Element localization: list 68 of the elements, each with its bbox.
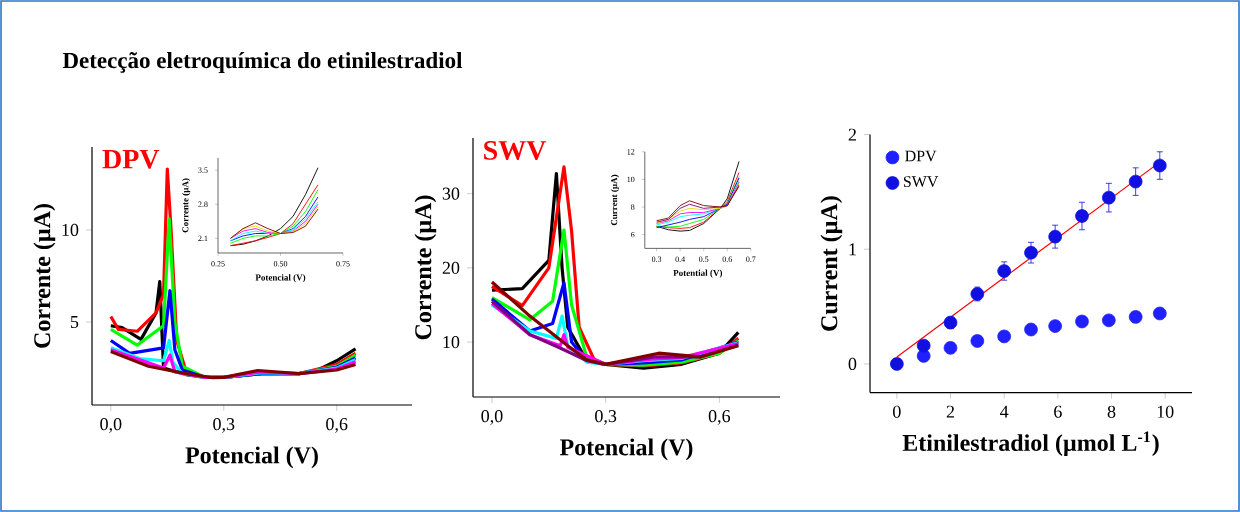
y-tick-label: 10 (627, 176, 635, 183)
y-tick-label: 30 (442, 187, 460, 200)
y-tick-label: 2 (848, 128, 856, 141)
x-tick-label: 2 (946, 405, 955, 418)
y-tick-label: 2.8 (198, 201, 208, 207)
y-axis-title: Current (µA) (610, 174, 620, 226)
y-tick-label: 1 (849, 243, 856, 256)
y-tick-label: 12 (627, 149, 635, 155)
x-tick-label: 0,0 (481, 410, 503, 425)
x-tick-label: 0.7 (746, 256, 756, 262)
point (1075, 209, 1089, 223)
point (1024, 245, 1038, 260)
y-axis-title: Corrente (µA) (414, 195, 437, 340)
y-axis-title: Corrente (µA) (182, 178, 191, 233)
y-tick-label: 20 (442, 261, 460, 274)
y-tick-label: 0 (848, 357, 857, 371)
x-axis-title: Etinilestradiol (µmol L$^{-1}$) (902, 431, 1159, 456)
x-tick-label: 0,0 (100, 418, 122, 433)
x-tick-label: 6 (1054, 405, 1062, 418)
x-tick-label: 0.75 (336, 261, 350, 267)
annotation: DPV (102, 149, 160, 169)
x-tick-label: 0,3 (595, 410, 617, 425)
x-tick-label: 0 (893, 405, 901, 418)
x-axis-title: Potencial (V) (559, 438, 693, 461)
x-tick-label: 10 (1157, 405, 1174, 418)
point (1128, 174, 1143, 189)
point (1153, 306, 1167, 321)
x-tick-label: 0.5 (699, 256, 709, 262)
point (1024, 322, 1038, 337)
point (1128, 310, 1143, 324)
x-tick-label: 0.4 (675, 256, 686, 262)
legend-label: DPV (905, 150, 937, 162)
x-axis-title: Potential (V) (673, 269, 723, 278)
y-tick-label: 2.1 (198, 235, 208, 242)
x-tick-label: 0,3 (213, 418, 235, 433)
point (1102, 190, 1116, 205)
point (916, 338, 931, 353)
y-tick-label: 8 (631, 204, 635, 210)
point (1048, 229, 1062, 244)
point (943, 341, 958, 355)
x-tick-label: 0,6 (708, 410, 731, 425)
x-tick-label: 0.6 (722, 256, 733, 262)
y-tick-label: 10 (443, 335, 460, 349)
point (970, 287, 985, 301)
y-tick-label: 3.5 (198, 167, 208, 173)
point (943, 315, 958, 330)
point (890, 357, 904, 371)
legend-label: SWV (903, 176, 939, 188)
x-tick-label: 0.3 (651, 256, 662, 262)
x-axis-title: Potencial (V) (255, 274, 306, 283)
y-tick-label: 5 (70, 316, 79, 329)
annotation: SWV (484, 140, 547, 160)
x-tick-label: 0.50 (273, 261, 288, 267)
x-tick-label: 0,6 (326, 418, 348, 433)
x-tick-label: 0.25 (211, 261, 225, 267)
point (997, 329, 1011, 344)
point (1048, 319, 1062, 333)
y-axis-title: Corrente (µA) (33, 204, 56, 348)
x-tick-label: 8 (1107, 405, 1116, 418)
point (1102, 313, 1116, 328)
point (1075, 314, 1089, 329)
y-tick-label: 6 (631, 231, 635, 238)
point (1153, 158, 1167, 173)
point (970, 334, 985, 348)
chart-title: Detecção eletroquímica do etinilestradiol (62, 51, 463, 73)
x-axis-title: Potencial (V) (185, 446, 318, 469)
y-axis-title: Current (µA) (820, 196, 843, 331)
x-tick-label: 4 (1000, 405, 1009, 418)
